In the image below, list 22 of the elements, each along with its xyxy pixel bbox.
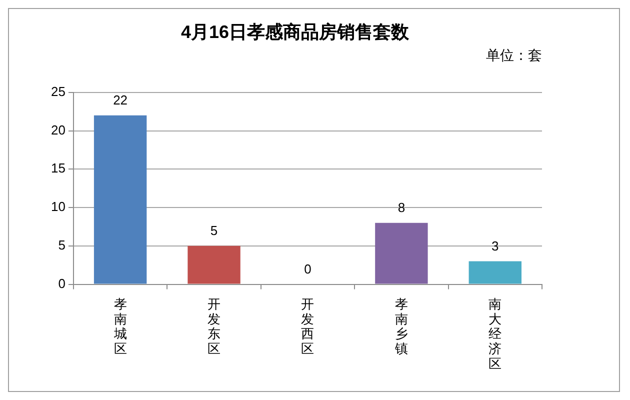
chart-title: 4月16日孝感商品房销售套数 — [180, 22, 410, 42]
data-label: 5 — [210, 222, 218, 238]
x-tick-label: 南大经济区 — [488, 296, 502, 372]
y-tick-label: 25 — [50, 84, 66, 99]
bar — [188, 246, 240, 284]
data-label: 3 — [492, 238, 499, 254]
bar — [94, 115, 147, 284]
y-tick-label: 20 — [50, 122, 66, 138]
x-tick-label: 孝南城区 — [112, 296, 127, 356]
chart-subtitle: 单位：套 — [486, 46, 542, 63]
y-tick-label: 5 — [58, 237, 66, 252]
y-tick-label: 0 — [58, 276, 66, 291]
y-tick-label: 15 — [50, 160, 66, 176]
data-label: 22 — [113, 92, 128, 108]
bar — [375, 222, 428, 284]
data-label: 8 — [398, 200, 406, 215]
x-tick-label: 开发西区 — [301, 296, 314, 356]
x-tick-label: 开发东区 — [208, 296, 221, 356]
y-tick-label: 10 — [50, 199, 66, 214]
x-tick-label: 孝南乡镇 — [394, 296, 408, 356]
data-label: 0 — [304, 261, 312, 276]
bar — [468, 261, 522, 284]
